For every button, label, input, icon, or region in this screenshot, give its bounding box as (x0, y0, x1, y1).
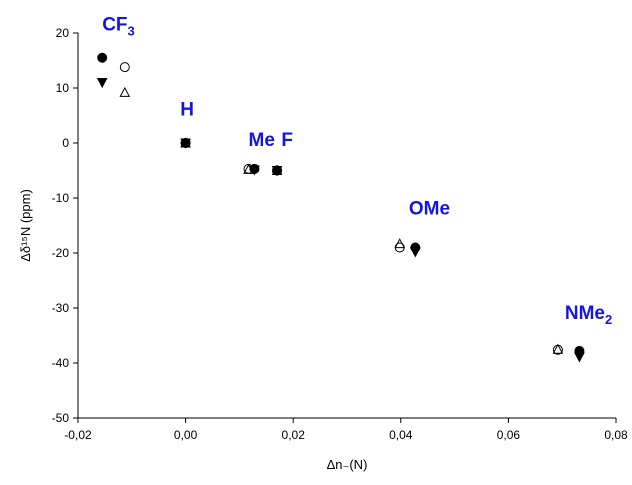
x-axis-label: Δn₋(N) (327, 457, 368, 472)
substituent-label: OMe (409, 199, 450, 220)
filled-circle-point (97, 52, 108, 63)
x-tick-label: 0,02 (282, 428, 306, 442)
substituent-label: F (281, 130, 293, 151)
open-triangle-up-point (180, 137, 191, 148)
y-tick-label: -30 (52, 301, 70, 315)
substituent-label: CF3 (102, 14, 135, 38)
y-tick-label: 10 (56, 81, 70, 95)
y-tick-label: -40 (52, 356, 70, 370)
y-tick-label: 0 (62, 136, 69, 150)
x-tick-label: 0,08 (604, 428, 628, 442)
open-triangle-up-point (271, 164, 283, 175)
x-tick-label: -0,02 (64, 428, 92, 442)
substituent-label: H (180, 100, 194, 121)
ticks: -50 -40 -30 -20 -10 0 10 20 -0,02 0,00 0,02 0,04 0,0… (52, 26, 628, 442)
x-tick-label: 0,04 (389, 428, 413, 442)
data-points (96, 52, 585, 363)
substituent-labels: CF3 H Me F OMe NMe2 (102, 14, 612, 327)
open-triangle-up-point (394, 238, 406, 249)
x-tick-label: 0,00 (174, 428, 198, 442)
y-tick-label: -20 (52, 246, 70, 260)
substituent-label: Me (249, 130, 275, 151)
open-triangle-up-point (243, 163, 254, 174)
y-tick-label: -50 (52, 411, 70, 425)
y-tick-label: 20 (56, 26, 70, 40)
open-circle-point (119, 62, 130, 73)
x-tick-label: 0,06 (497, 428, 521, 442)
filled-triangle-down-point (249, 165, 260, 176)
open-triangle-up-point (552, 343, 564, 354)
y-axis-label: Δδ¹⁵N (ppm) (18, 189, 33, 262)
substituent-label: NMe2 (565, 303, 612, 327)
y-tick-label: -10 (52, 191, 70, 205)
axes (77, 33, 616, 419)
filled-triangle-down-point (409, 247, 421, 258)
filled-triangle-down-point (96, 78, 108, 89)
filled-triangle-down-point (574, 352, 585, 363)
open-triangle-up-point (119, 86, 131, 97)
